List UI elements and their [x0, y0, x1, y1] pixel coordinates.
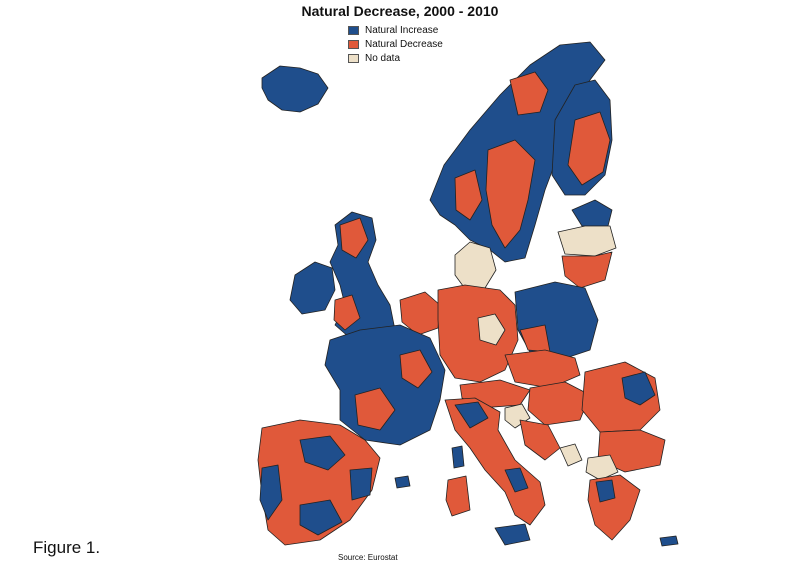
region-iceland	[261, 65, 329, 113]
region-sweden-decrease	[485, 139, 536, 249]
legend-label-nodata: No data	[365, 52, 401, 64]
region-montenegro-nodata	[559, 443, 583, 467]
region-latvia	[557, 225, 617, 257]
region-czech-slovakia	[504, 349, 581, 389]
legend-item-increase: Natural Increase	[348, 23, 443, 37]
region-finland-decrease	[567, 111, 611, 186]
legend-swatch-increase	[348, 25, 359, 35]
region-hungary	[527, 381, 591, 426]
legend-item-decrease: Natural Decrease	[348, 37, 443, 51]
region-corsica	[451, 445, 465, 469]
region-denmark	[454, 241, 497, 291]
region-balearic	[394, 475, 411, 489]
region-france-decrease-2	[399, 349, 433, 389]
region-romania-increase	[621, 371, 656, 406]
region-france-decrease-1	[354, 387, 396, 431]
region-sardinia	[445, 475, 471, 517]
source-note: Source: Eurostat	[338, 553, 398, 562]
legend-swatch-decrease	[348, 39, 359, 49]
region-germany	[437, 284, 519, 383]
region-wales-decrease	[333, 294, 361, 331]
legend-label-decrease: Natural Decrease	[365, 38, 443, 50]
legend: Natural Increase Natural Decrease No dat…	[348, 23, 443, 65]
region-italy-north-increase	[454, 401, 489, 429]
region-spain-east-increase	[349, 467, 373, 501]
region-uk-decrease	[339, 217, 369, 259]
region-spain-south-increase	[299, 499, 343, 536]
region-lithuania	[561, 251, 613, 289]
region-norway-south-decrease	[454, 169, 483, 221]
region-portugal-increase	[259, 464, 283, 521]
region-poland-decrease	[519, 324, 551, 353]
region-italy-south-increase	[504, 467, 529, 493]
region-norway-north-decrease	[509, 71, 549, 116]
map-title: Natural Decrease, 2000 - 2010	[301, 3, 499, 19]
region-greece-increase	[595, 479, 616, 503]
region-greece	[587, 474, 641, 541]
region-spain-north-increase	[299, 435, 346, 471]
region-italy	[444, 397, 546, 526]
figure-caption: Figure 1.	[33, 538, 101, 557]
legend-item-nodata: No data	[348, 51, 443, 65]
region-east-germany-nodata	[477, 313, 506, 346]
region-benelux	[399, 291, 441, 336]
region-sicily	[494, 523, 531, 546]
region-ireland	[289, 261, 336, 315]
region-estonia	[571, 199, 613, 227]
region-croatia	[519, 419, 561, 461]
legend-label-increase: Natural Increase	[365, 24, 439, 36]
region-cyprus	[659, 535, 679, 547]
legend-swatch-nodata	[348, 53, 359, 63]
region-macedonia-nodata	[585, 454, 619, 481]
